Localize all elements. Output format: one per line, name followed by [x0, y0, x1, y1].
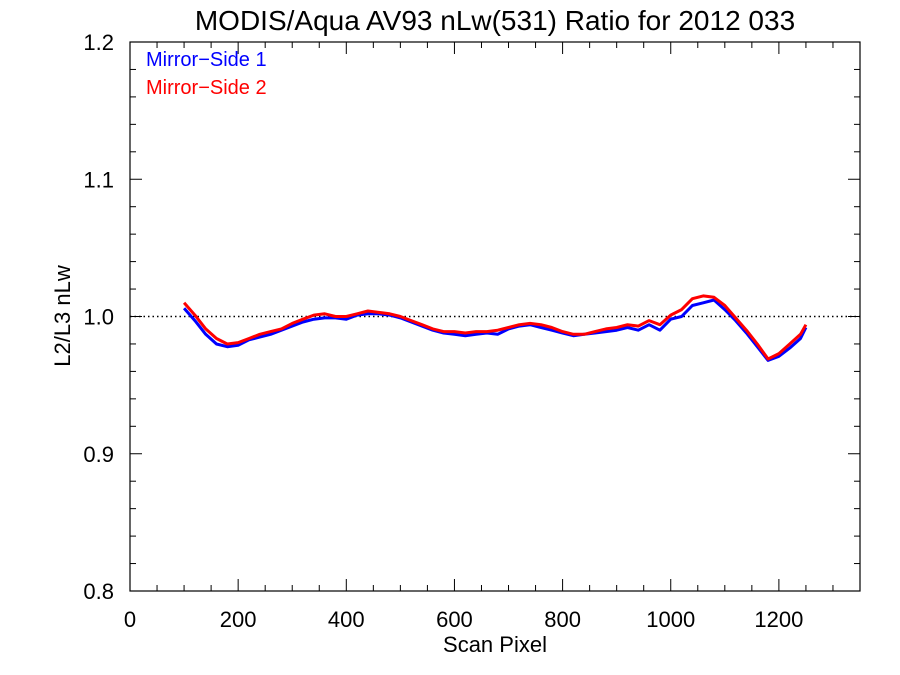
series-group [182, 294, 808, 362]
x-tick-label: 1000 [646, 607, 695, 632]
legend-entry-1: Mirror−Side 1 [146, 49, 267, 71]
x-tick-label: 200 [220, 607, 257, 632]
y-axis-label: L2/L3 nLw [50, 265, 75, 367]
x-tick-label: 1200 [754, 607, 803, 632]
x-tick-label: 600 [436, 607, 473, 632]
x-axis-label: Scan Pixel [443, 632, 547, 657]
series-line-2 [182, 294, 808, 361]
chart-title: MODIS/Aqua AV93 nLw(531) Ratio for 2012 … [195, 5, 795, 36]
y-tick-label: 1.1 [83, 167, 114, 192]
x-tick-label: 800 [544, 607, 581, 632]
axis-tick-labels: 0 200 400 600 800 1000 1200 0.8 0.9 1.0 1.1 1.2 [83, 30, 803, 632]
series-line-1 [182, 298, 808, 362]
legend-entry-2: Mirror−Side 2 [146, 77, 267, 99]
x-tick-label: 400 [328, 607, 365, 632]
y-tick-label: 1.2 [83, 30, 114, 55]
x-tick-label: 0 [124, 607, 136, 632]
y-tick-label: 0.8 [83, 579, 114, 604]
y-tick-label: 1.0 [83, 305, 114, 330]
legend: Mirror−Side 1 Mirror−Side 2 [146, 49, 267, 99]
y-tick-label: 0.9 [83, 442, 114, 467]
